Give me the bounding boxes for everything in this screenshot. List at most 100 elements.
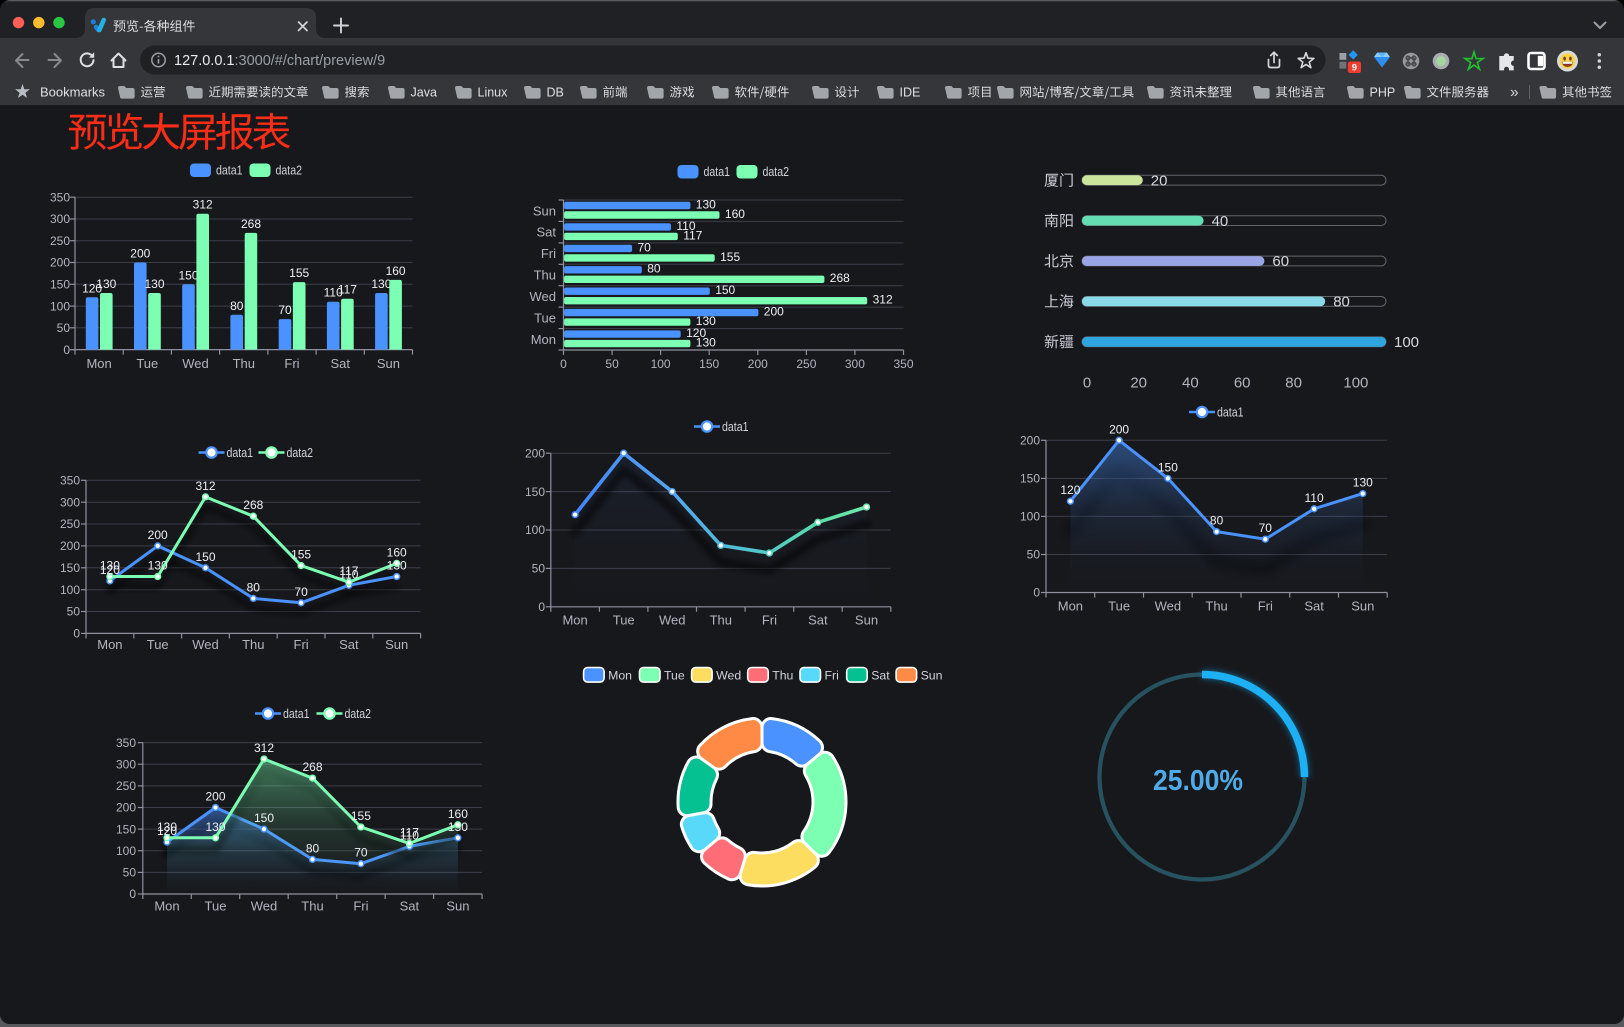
svg-text:0: 0 — [73, 627, 80, 641]
svg-text:117: 117 — [683, 228, 702, 242]
svg-text:100: 100 — [1343, 375, 1368, 392]
svg-text:300: 300 — [50, 212, 70, 226]
svg-text:Sun: Sun — [921, 669, 943, 683]
svg-text:80: 80 — [306, 841, 320, 855]
svg-text:150: 150 — [178, 268, 198, 282]
svg-text:160: 160 — [448, 807, 468, 821]
svg-text:100: 100 — [525, 523, 545, 537]
svg-text:130: 130 — [371, 277, 391, 291]
svg-text:350: 350 — [116, 736, 136, 750]
svg-text:50: 50 — [1027, 548, 1041, 562]
svg-text:data1: data1 — [1217, 405, 1244, 420]
svg-text:200: 200 — [50, 256, 70, 270]
svg-text:130: 130 — [696, 314, 716, 328]
svg-text:100: 100 — [50, 299, 70, 313]
svg-text:9: 9 — [1352, 62, 1357, 73]
svg-text:Wed: Wed — [251, 899, 278, 914]
svg-text:155: 155 — [351, 809, 371, 823]
svg-text:268: 268 — [302, 760, 322, 774]
svg-text:80: 80 — [247, 580, 261, 594]
svg-text:127.0.0.1:3000/#/chart/preview: 127.0.0.1:3000/#/chart/preview/9 — [174, 53, 385, 69]
svg-text:Sun: Sun — [385, 637, 408, 652]
svg-text:0: 0 — [129, 887, 136, 901]
svg-text:200: 200 — [148, 528, 168, 542]
svg-text:70: 70 — [1259, 521, 1273, 535]
svg-text:312: 312 — [195, 479, 215, 493]
svg-text:250: 250 — [116, 779, 136, 793]
svg-text:300: 300 — [60, 495, 80, 509]
svg-text:Wed: Wed — [182, 356, 209, 371]
svg-text:300: 300 — [116, 757, 136, 771]
svg-text:50: 50 — [123, 866, 137, 880]
svg-text:Thu: Thu — [1205, 599, 1227, 614]
svg-text:200: 200 — [116, 801, 136, 815]
svg-text:150: 150 — [195, 550, 215, 564]
svg-text:150: 150 — [699, 357, 719, 371]
svg-text:130: 130 — [148, 559, 168, 573]
svg-text:Fri: Fri — [825, 669, 839, 683]
svg-text:Thu: Thu — [772, 669, 793, 683]
svg-text:25.00%: 25.00% — [1153, 765, 1243, 797]
svg-text:200: 200 — [1020, 434, 1040, 448]
svg-text:Thu: Thu — [301, 899, 323, 914]
svg-text:Sun: Sun — [1351, 599, 1374, 614]
svg-text:»: » — [1510, 84, 1519, 101]
svg-text:60: 60 — [1272, 253, 1289, 270]
svg-text:data2: data2 — [345, 706, 372, 721]
svg-text:120: 120 — [686, 326, 706, 340]
svg-text:150: 150 — [1158, 460, 1178, 474]
svg-text:120: 120 — [100, 563, 120, 577]
svg-text:155: 155 — [291, 548, 311, 562]
svg-text:130: 130 — [96, 277, 116, 291]
svg-text:117: 117 — [400, 825, 419, 839]
svg-text:20: 20 — [1151, 172, 1168, 189]
svg-text:Sat: Sat — [536, 225, 556, 240]
svg-text:Tue: Tue — [534, 311, 556, 326]
svg-text:Mon: Mon — [562, 613, 587, 628]
svg-text:110: 110 — [324, 286, 343, 300]
svg-text:Linux: Linux — [478, 85, 509, 99]
svg-text:120: 120 — [82, 281, 102, 295]
svg-text:Mon: Mon — [86, 356, 111, 371]
svg-text:Bookmarks: Bookmarks — [40, 84, 106, 99]
svg-text:Sun: Sun — [377, 356, 400, 371]
svg-text:100: 100 — [60, 583, 80, 597]
svg-text:0: 0 — [560, 357, 567, 371]
svg-text:IDE: IDE — [900, 85, 921, 99]
svg-text:80: 80 — [230, 299, 244, 313]
svg-text:312: 312 — [254, 741, 274, 755]
svg-text:350: 350 — [60, 474, 80, 488]
svg-text:120: 120 — [157, 824, 177, 838]
svg-text:data2: data2 — [763, 164, 790, 179]
svg-text:312: 312 — [873, 293, 893, 307]
svg-text:Sat: Sat — [330, 356, 350, 371]
svg-text:Sat: Sat — [339, 637, 359, 652]
svg-text:Mon: Mon — [531, 332, 556, 347]
svg-text:155: 155 — [720, 250, 740, 264]
svg-text:data2: data2 — [276, 163, 303, 178]
svg-text:Sat: Sat — [400, 899, 420, 914]
svg-text:80: 80 — [1285, 375, 1302, 392]
svg-text:Sat: Sat — [871, 669, 890, 683]
svg-text:DB: DB — [547, 85, 564, 99]
svg-text:150: 150 — [254, 811, 274, 825]
svg-text:Mon: Mon — [1058, 599, 1083, 614]
svg-text:100: 100 — [651, 357, 671, 371]
svg-text:80: 80 — [1333, 294, 1350, 311]
svg-text:268: 268 — [830, 271, 850, 285]
svg-text:Mon: Mon — [608, 669, 632, 683]
svg-text:117: 117 — [338, 283, 357, 297]
svg-text:70: 70 — [278, 303, 292, 317]
svg-text:130: 130 — [157, 820, 177, 834]
svg-text:100: 100 — [1394, 334, 1419, 351]
svg-text:110: 110 — [676, 219, 695, 233]
svg-text:60: 60 — [1234, 375, 1251, 392]
svg-text:200: 200 — [205, 790, 225, 804]
svg-text:110: 110 — [400, 828, 419, 842]
svg-text:200: 200 — [130, 247, 150, 261]
svg-text:40: 40 — [1182, 375, 1199, 392]
svg-text:Fri: Fri — [541, 246, 556, 261]
svg-text:0: 0 — [63, 343, 70, 357]
svg-text:160: 160 — [386, 264, 406, 278]
svg-text:268: 268 — [241, 217, 261, 231]
